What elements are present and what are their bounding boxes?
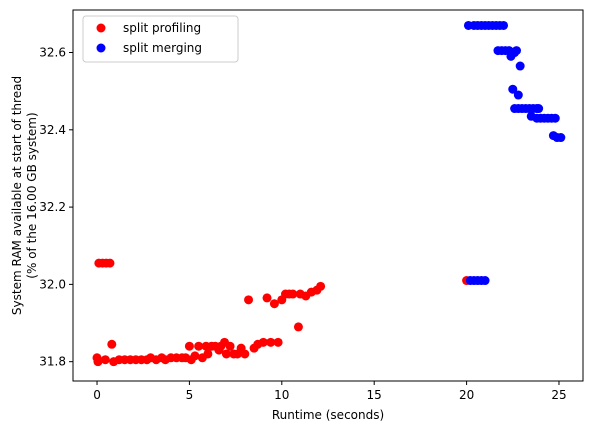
x-axis-ticks: 0 5 10 15 20 25 [93,381,567,402]
x-tick-label-5: 5 [186,388,194,402]
x-tick-label-15: 15 [367,388,382,402]
y-tick-label-4: 32.6 [39,46,66,60]
point-split-profiling-46 [266,337,276,347]
point-split-merging-14 [499,20,509,30]
x-tick-label-0: 0 [93,388,101,402]
y-tick-label-2: 32.2 [39,200,66,214]
legend: split profiling split merging [82,15,239,63]
point-split-merging-25 [513,90,523,100]
point-split-merging-33 [534,104,544,114]
plot-area [92,20,566,367]
point-split-profiling-53 [293,322,303,332]
point-split-profiling-5 [105,258,115,268]
plot-frame [72,9,584,382]
point-split-profiling-45 [262,293,272,303]
point-split-merging-43 [556,133,566,143]
point-split-profiling-6 [100,355,110,365]
point-split-profiling-52 [288,289,298,299]
legend-label-split-merging: split merging [123,41,202,55]
y-axis-label-line-2: (% of the 16.00 GB system) [25,112,39,278]
point-split-profiling-36 [225,341,235,351]
legend-box [82,15,239,63]
legend-label-split-profiling: split profiling [123,21,201,35]
point-split-profiling-41 [244,295,254,305]
point-split-profiling-23 [184,341,194,351]
point-split-profiling-47 [269,299,279,309]
point-split-merging-23 [515,61,525,71]
point-split-profiling-48 [273,337,283,347]
y-tick-label-0: 31.8 [39,355,66,369]
x-tick-label-10: 10 [274,388,289,402]
point-split-profiling-26 [194,341,204,351]
x-tick-label-20: 20 [459,388,474,402]
point-split-merging-21 [506,51,516,61]
x-tick-label-25: 25 [551,388,566,402]
point-split-profiling-29 [203,349,213,359]
y-axis-label: System RAM available at start of thread … [10,76,39,315]
point-split-profiling-7 [107,339,117,349]
point-split-merging-22 [511,46,521,56]
legend-marker-split-merging [96,43,106,53]
point-split-profiling-44 [258,337,268,347]
point-split-profiling-25 [190,351,200,361]
point-split-profiling-40 [240,349,250,359]
point-split-profiling-58 [316,281,326,291]
point-split-merging-4 [480,276,490,286]
point-split-merging-24 [508,84,518,94]
x-axis-label: Runtime (seconds) [272,408,384,422]
point-split-merging-40 [550,113,560,123]
y-axis-label-line-1: System RAM available at start of thread [10,76,24,315]
legend-marker-split-profiling [96,23,106,33]
point-split-profiling-1 [93,357,103,367]
y-axis-ticks: 31.8 32.0 32.2 32.4 32.6 [39,46,73,369]
y-tick-label-1: 32.0 [39,277,66,291]
y-tick-label-3: 32.4 [39,123,66,137]
point-split-profiling-35 [221,349,231,359]
